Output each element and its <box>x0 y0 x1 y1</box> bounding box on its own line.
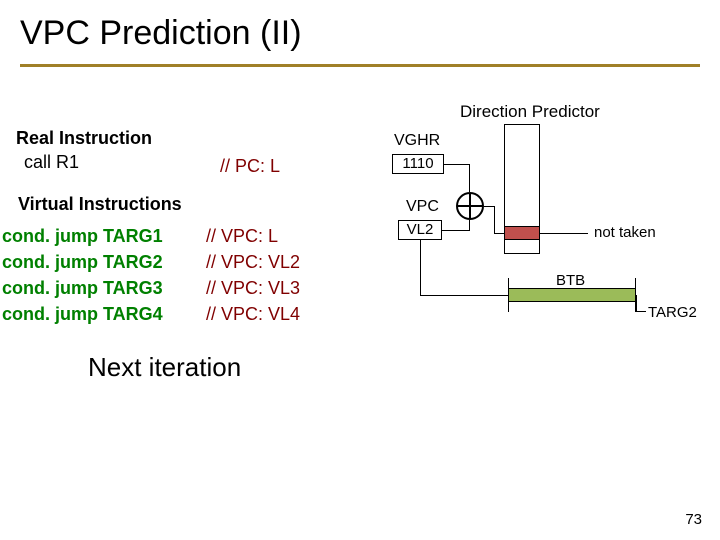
connector-line <box>469 220 470 231</box>
vinst-label: cond. jump TARG1 <box>2 226 163 246</box>
connector-line <box>540 233 588 234</box>
page-number: 73 <box>685 511 702 528</box>
vghr-box: 1110 <box>392 154 444 174</box>
vinst-label: cond. jump TARG3 <box>2 278 163 298</box>
next-iteration-label: Next iteration <box>88 352 241 383</box>
vinst-label: cond. jump TARG2 <box>2 252 163 272</box>
connector-line <box>494 206 495 233</box>
virtual-instruction-vpc: // VPC: L <box>206 226 278 247</box>
virtual-instruction-row: cond. jump TARG3 <box>2 278 163 299</box>
slide-title: VPC Prediction (II) <box>0 0 720 53</box>
virtual-instruction-vpc: // VPC: VL4 <box>206 304 300 325</box>
virtual-instruction-vpc: // VPC: VL3 <box>206 278 300 299</box>
virtual-instruction-row: cond. jump TARG4 <box>2 304 163 325</box>
btb-row-frame <box>508 302 636 312</box>
vinst-vpc-text: // VPC: VL4 <box>206 304 300 324</box>
virtual-instruction-vpc: // VPC: VL2 <box>206 252 300 273</box>
virtual-instruction-row: cond. jump TARG1 <box>2 226 163 247</box>
btb-row <box>508 288 636 302</box>
targ2-label: TARG2 <box>648 304 697 321</box>
connector-line <box>469 164 470 192</box>
hash-hline <box>458 205 482 207</box>
vinst-label: cond. jump TARG4 <box>2 304 163 324</box>
not-taken-label: not taken <box>594 224 656 241</box>
pc-label: // PC: L <box>220 156 280 177</box>
connector-line <box>494 233 504 234</box>
connector-line <box>444 164 470 165</box>
virtual-instructions-heading: Virtual Instructions <box>18 194 182 215</box>
connector-line <box>420 240 421 295</box>
connector-line <box>442 230 470 231</box>
vinst-vpc-text: // VPC: L <box>206 226 278 246</box>
connector-line <box>420 295 508 296</box>
direction-predictor-row <box>504 226 540 240</box>
real-instruction-heading: Real Instruction <box>16 128 152 149</box>
vinst-vpc-text: // VPC: VL2 <box>206 252 300 272</box>
connector-line <box>484 206 494 207</box>
connector-line <box>636 295 637 311</box>
vghr-label: VGHR <box>394 132 440 150</box>
vl-box: VL2 <box>398 220 442 240</box>
vpc-label: VPC <box>406 198 439 216</box>
real-instruction-text: call R1 <box>24 152 79 173</box>
btb-row-frame <box>508 278 636 288</box>
title-underline <box>20 64 700 67</box>
vinst-vpc-text: // VPC: VL3 <box>206 278 300 298</box>
direction-predictor-label: Direction Predictor <box>460 102 600 122</box>
virtual-instruction-row: cond. jump TARG2 <box>2 252 163 273</box>
connector-line <box>636 311 646 312</box>
